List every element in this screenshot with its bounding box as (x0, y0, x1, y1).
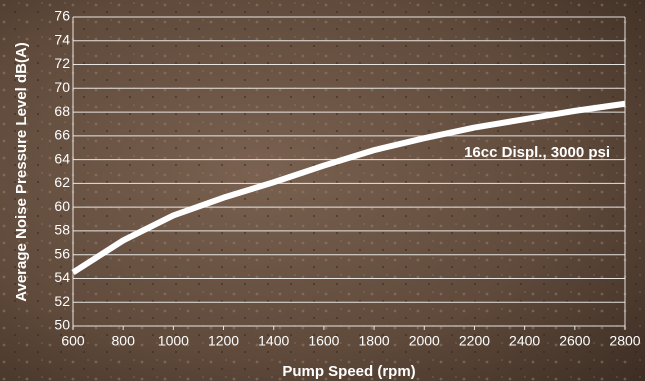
y-tick-label: 56 (54, 245, 70, 261)
x-tick-label: 2400 (509, 333, 540, 349)
x-tick-label: 1800 (359, 333, 390, 349)
y-tick-label: 50 (54, 317, 70, 333)
x-tick-label: 1200 (208, 333, 239, 349)
y-tick-label: 60 (54, 198, 70, 214)
y-tick-label: 70 (54, 79, 70, 95)
y-tick-label: 62 (54, 174, 70, 190)
x-tick-label: 2800 (609, 333, 640, 349)
y-tick-label: 68 (54, 103, 70, 119)
x-tick-label: 1000 (158, 333, 189, 349)
background-texture (0, 0, 645, 381)
x-tick-label: 1400 (258, 333, 289, 349)
series-label: 16cc Displ., 3000 psi (464, 144, 610, 161)
x-tick-label: 2600 (559, 333, 590, 349)
chart: Average Noise Pressure Level dB(A) Pump … (0, 0, 645, 381)
y-tick-label: 66 (54, 127, 70, 143)
y-tick-label: 74 (54, 31, 70, 47)
y-tick-label: 72 (54, 55, 70, 71)
y-tick-label: 52 (54, 293, 70, 309)
y-tick-label: 64 (54, 150, 70, 166)
x-tick-label: 1600 (308, 333, 339, 349)
x-tick-label: 600 (61, 333, 85, 349)
y-tick-label: 54 (54, 269, 70, 285)
y-tick-label: 76 (54, 8, 70, 24)
x-tick-label: 2000 (409, 333, 440, 349)
x-axis-label: Pump Speed (rpm) (282, 363, 415, 380)
x-tick-label: 800 (112, 333, 136, 349)
y-axis-label: Average Noise Pressure Level dB(A) (13, 42, 30, 302)
x-tick-label: 2200 (459, 333, 490, 349)
y-tick-label: 58 (54, 222, 70, 238)
